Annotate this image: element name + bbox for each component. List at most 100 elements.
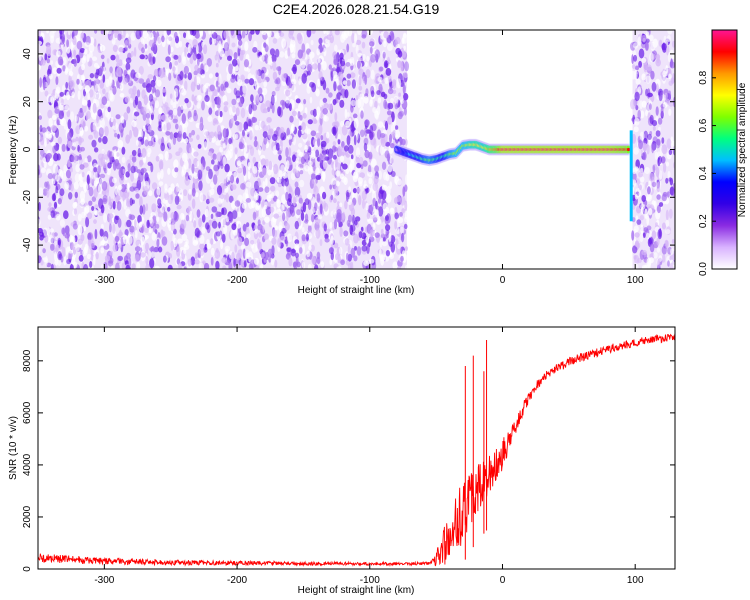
noise-blob (139, 221, 143, 228)
noise-blob (651, 81, 657, 92)
noise-blob (215, 231, 221, 237)
noise-blob (114, 31, 118, 39)
noise-blob (277, 237, 282, 248)
noise-blob (99, 127, 105, 135)
noise-blob (372, 182, 379, 192)
noise-blob (666, 138, 672, 149)
noise-blob (61, 246, 66, 258)
noise-blob (236, 252, 241, 261)
noise-blob (228, 261, 233, 269)
noise-blob (353, 117, 359, 129)
noise-blob (297, 49, 303, 59)
noise-blob (345, 168, 350, 175)
noise-blob (44, 234, 49, 243)
noise-blob (641, 195, 646, 202)
noise-blob (401, 37, 405, 45)
noise-blob (274, 259, 278, 268)
noise-blob (255, 209, 259, 217)
noise-blob (333, 242, 339, 249)
noise-blob (330, 194, 334, 201)
noise-blob (142, 106, 147, 115)
noise-blob (66, 47, 71, 54)
noise-blob (151, 182, 158, 190)
noise-blob (237, 79, 243, 86)
noise-blob (640, 176, 645, 183)
noise-blob (154, 89, 161, 98)
noise-blob (47, 227, 50, 237)
noise-blob (390, 32, 394, 41)
noise-blob (59, 30, 63, 40)
noise-blob (230, 30, 235, 36)
noise-blob (646, 257, 652, 267)
noise-blob (223, 105, 228, 113)
noise-blob (161, 121, 167, 133)
noise-blob (665, 229, 671, 235)
noise-blob (72, 223, 78, 230)
noise-blob (342, 80, 348, 85)
noise-blob (351, 79, 356, 89)
noise-blob (71, 255, 76, 266)
noise-blob (333, 58, 339, 66)
noise-blob (331, 178, 336, 185)
noise-blob (647, 133, 652, 140)
noise-blob (91, 139, 97, 148)
noise-blob (292, 99, 295, 110)
noise-blob (243, 121, 249, 131)
noise-blob (58, 168, 62, 175)
noise-blob (93, 38, 97, 47)
noise-blob (389, 133, 392, 144)
noise-blob (658, 126, 661, 132)
noise-blob (261, 73, 266, 83)
noise-blob (306, 30, 312, 38)
noise-blob (321, 60, 327, 71)
noise-blob (115, 262, 120, 269)
noise-blob (84, 205, 90, 214)
noise-blob (94, 84, 100, 95)
noise-blob (251, 243, 258, 253)
noise-blob (95, 251, 99, 260)
noise-blob (131, 156, 137, 163)
noise-blob (267, 248, 274, 258)
noise-blob (368, 151, 373, 160)
noise-blob (377, 198, 382, 204)
noise-blob (651, 230, 657, 240)
noise-blob (662, 102, 668, 108)
noise-blob (183, 103, 188, 110)
noise-blob (220, 83, 225, 92)
noise-blob (347, 253, 352, 262)
noise-blob (69, 79, 75, 90)
noise-blob (137, 176, 141, 184)
noise-blob (335, 180, 340, 187)
noise-blob (63, 255, 67, 266)
noise-blob (59, 188, 65, 197)
noise-blob (141, 148, 147, 158)
noise-blob (634, 65, 640, 71)
noise-blob (178, 262, 183, 269)
noise-blob (400, 99, 404, 104)
noise-blob (272, 228, 278, 238)
noise-blob (80, 119, 86, 129)
colorbar-tick-label: 0.6 (698, 118, 709, 132)
noise-blob (201, 100, 205, 111)
noise-blob (366, 211, 371, 220)
noise-blob (252, 104, 258, 111)
noise-blob (364, 61, 368, 67)
noise-blob (319, 153, 323, 164)
noise-blob (345, 252, 349, 261)
noise-blob (168, 72, 172, 82)
noise-blob (50, 35, 55, 44)
noise-blob (199, 248, 205, 256)
noise-blob (350, 99, 357, 107)
noise-blob (240, 244, 246, 250)
noise-blob (253, 257, 260, 265)
noise-blob (163, 30, 167, 39)
noise-blob (38, 64, 41, 71)
noise-blob (665, 65, 669, 74)
noise-blob (172, 66, 176, 72)
noise-blob (390, 242, 396, 253)
noise-blob (170, 100, 174, 106)
noise-blob (175, 151, 181, 156)
noise-blob (236, 97, 240, 103)
noise-blob (199, 30, 203, 37)
noise-blob (224, 81, 229, 88)
